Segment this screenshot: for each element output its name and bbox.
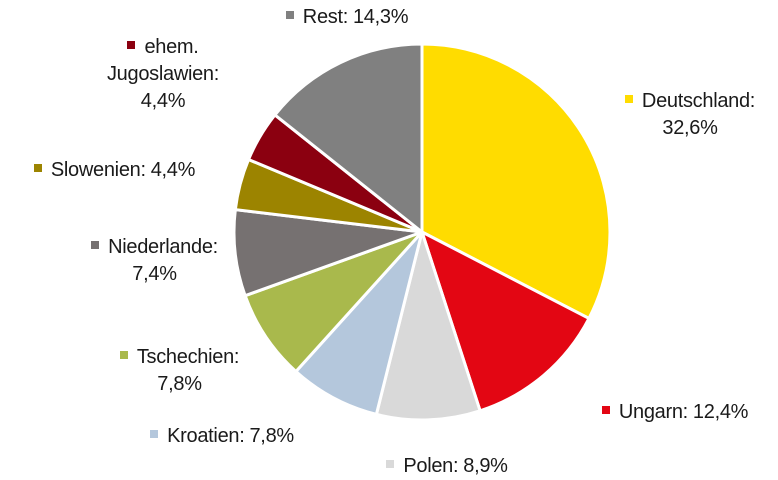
category-label: Tschechien:	[136, 346, 240, 368]
category-label: Ungarn:	[618, 401, 688, 423]
slice-label: Deutschland: 32,6%	[600, 88, 778, 142]
legend-marker	[601, 405, 610, 414]
value-label: 7,8%	[249, 425, 294, 447]
slice-label: Polen: 8,9%	[362, 453, 532, 480]
pie-slice	[419, 228, 591, 413]
pie-slice	[243, 230, 424, 374]
category-label: Polen:	[403, 455, 459, 477]
legend-marker	[33, 163, 42, 172]
slice-label: Slowenien: 4,4%	[2, 157, 227, 184]
value-label: 12,4%	[692, 401, 749, 423]
legend-marker	[91, 240, 100, 249]
legend-marker	[386, 459, 395, 468]
value-label: 8,9%	[463, 455, 508, 477]
category-label: Kroatien:	[167, 425, 245, 447]
legend-marker	[150, 429, 159, 438]
legend-marker	[127, 40, 136, 49]
value-label: 4,4%	[150, 159, 196, 181]
legend-marker	[119, 350, 128, 359]
value-label: 32,6%	[662, 117, 718, 139]
category-label: Deutschland:	[641, 90, 756, 112]
category-label: Slowenien:	[50, 159, 146, 181]
slice-label: Tschechien: 7,8%	[92, 344, 267, 398]
slice-label: Ungarn: 12,4%	[575, 399, 775, 426]
value-label: 14,3%	[352, 6, 409, 28]
value-label: 7,8%	[157, 373, 202, 395]
pie-slice	[420, 42, 612, 321]
slice-label: Kroatien: 7,8%	[122, 423, 322, 450]
value-label: 4,4%	[140, 90, 186, 112]
slice-label: ehem. Jugoslawien: 4,4%	[78, 34, 248, 115]
slice-label: Niederlande: 7,4%	[62, 234, 247, 288]
legend-marker	[624, 94, 633, 103]
slice-label: Rest: 14,3%	[262, 4, 432, 31]
value-label: 7,4%	[132, 263, 177, 285]
category-label: Niederlande:	[108, 236, 218, 258]
pie-slice	[293, 230, 424, 417]
pie-slice	[272, 42, 424, 236]
category-label: Rest:	[302, 6, 348, 28]
legend-marker	[285, 10, 294, 19]
category-label: ehem. Jugoslawien:	[106, 36, 220, 85]
pie-slice	[374, 226, 482, 422]
